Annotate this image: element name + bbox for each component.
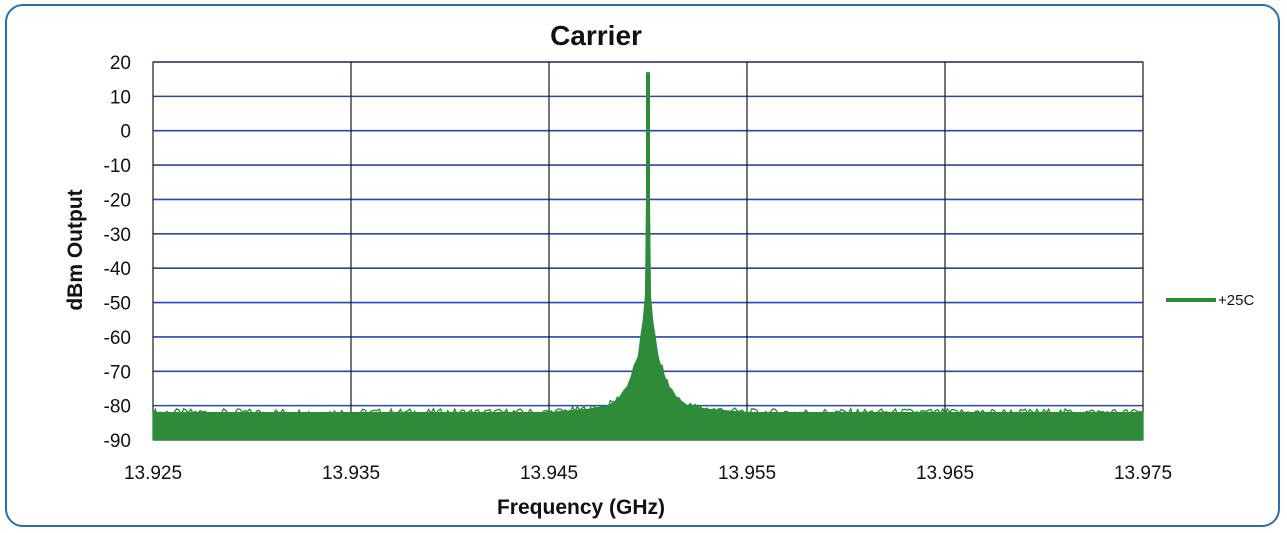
y-tick-label: -70 [104, 362, 131, 383]
series-group [152, 72, 1144, 441]
x-tick-label: 13.945 [520, 463, 578, 484]
legend: +25C [1166, 292, 1254, 309]
y-tick-label: 0 [120, 122, 131, 143]
legend-label-series-1: +25C [1218, 292, 1254, 309]
x-axis-ticks: 13.925 13.935 13.945 13.955 13.965 13.975 [124, 463, 1172, 484]
y-tick-label: -90 [104, 431, 131, 452]
y-tick-label: -10 [104, 156, 131, 177]
x-tick-label: 13.925 [124, 463, 182, 484]
y-tick-label: -30 [104, 225, 131, 246]
y-tick-label: 20 [110, 53, 131, 74]
y-tick-label: 10 [110, 87, 131, 108]
x-tick-label: 13.955 [718, 463, 776, 484]
y-axis-title: dBm Output [64, 189, 87, 310]
x-tick-label: 13.965 [916, 463, 974, 484]
y-axis-ticks: 20 10 0 -10 -20 -30 -40 -50 -60 -70 -80 -90 [104, 53, 131, 452]
y-tick-label: -60 [104, 328, 131, 349]
y-tick-label: -40 [104, 259, 131, 280]
y-tick-label: -80 [104, 397, 131, 418]
x-axis-title: Frequency (GHz) [497, 496, 665, 519]
y-tick-label: -20 [104, 190, 131, 211]
x-tick-label: 13.935 [322, 463, 380, 484]
chart-title: Carrier [550, 20, 642, 51]
x-tick-label: 13.975 [1114, 463, 1172, 484]
y-tick-label: -50 [104, 294, 131, 315]
